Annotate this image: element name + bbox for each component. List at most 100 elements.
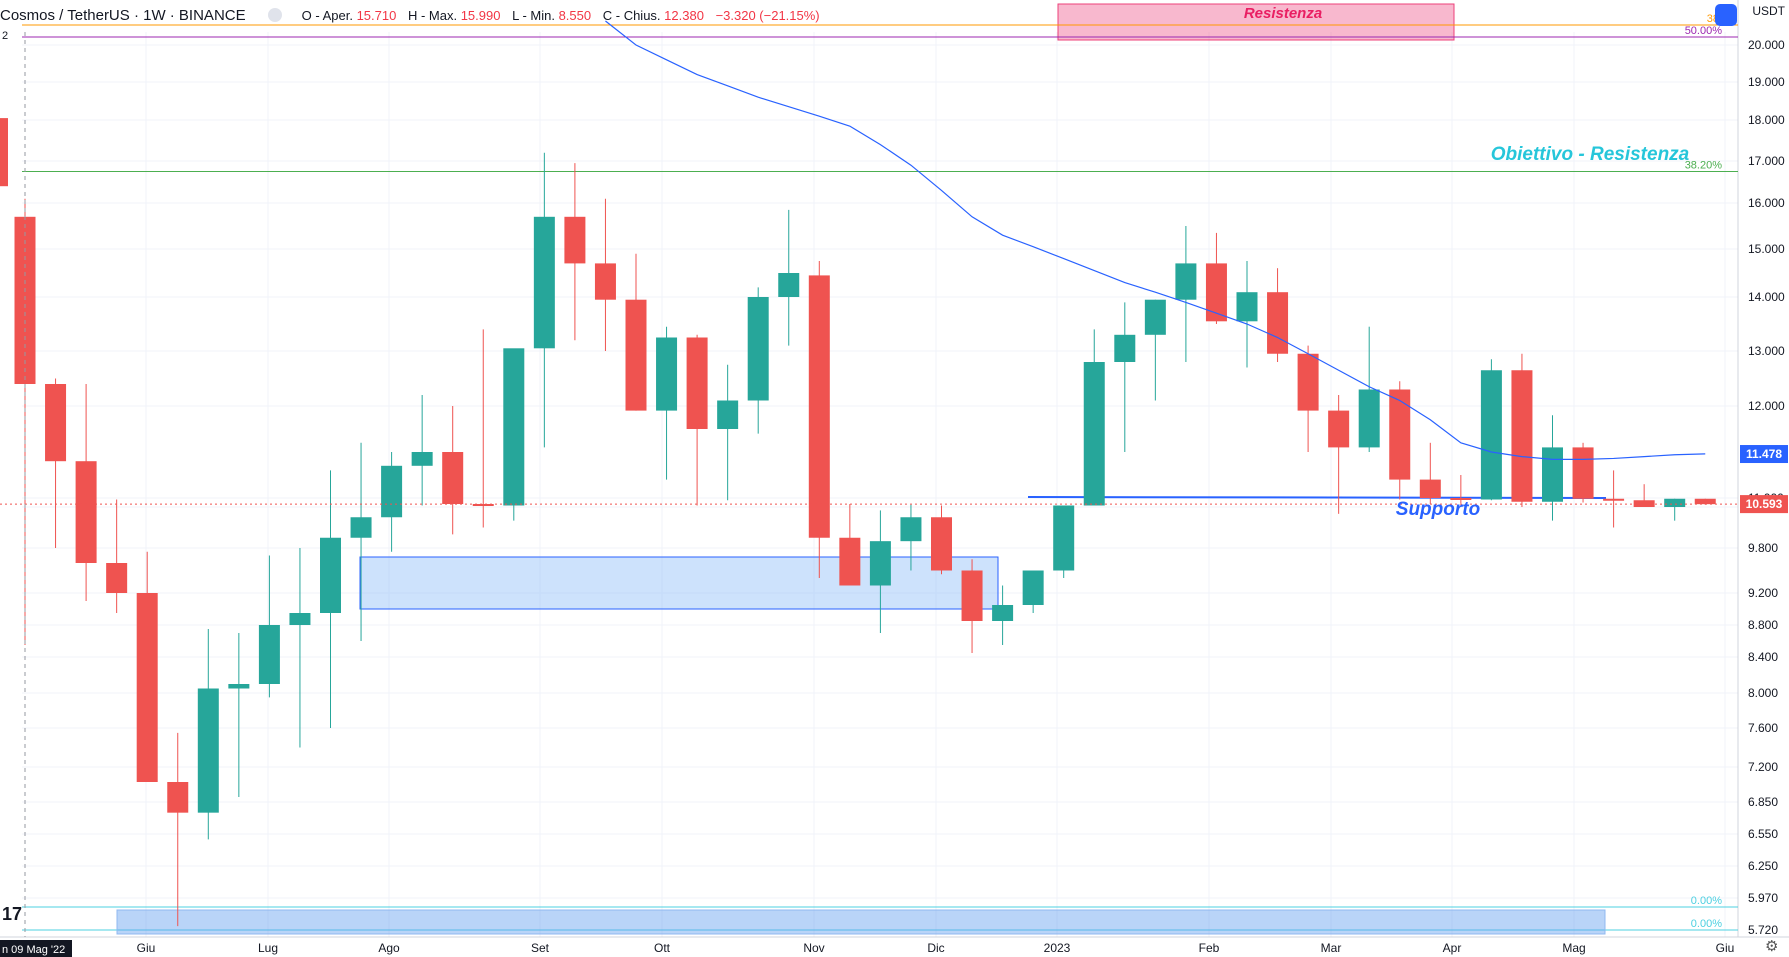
ohlc-readout: O - Aper. 15.710 H - Max. 15.990 L - Min… (301, 7, 820, 23)
last-price-tag (1740, 495, 1788, 514)
candle-body[interactable] (1236, 292, 1258, 322)
visibility-icon[interactable] (267, 8, 282, 22)
x-tick-label: Dic (927, 941, 944, 955)
candle-body[interactable] (197, 688, 219, 813)
indicator-toggle[interactable]: 2 (2, 30, 9, 42)
candle-body[interactable] (411, 452, 433, 466)
candle-body[interactable] (1144, 299, 1166, 335)
candle-body[interactable] (106, 563, 128, 593)
candle-body[interactable] (747, 297, 769, 401)
x-tick-label: Lug (258, 941, 278, 955)
candle-body[interactable] (1114, 334, 1136, 362)
candle-body[interactable] (931, 517, 952, 571)
candle-body[interactable] (1633, 500, 1655, 507)
candle-body[interactable] (167, 782, 189, 813)
candle-body[interactable] (686, 337, 708, 430)
candle-body[interactable] (594, 263, 616, 300)
candle-body[interactable] (14, 216, 36, 384)
tradingview-logo: 17 (2, 904, 22, 924)
settings-gear-icon[interactable]: ⚙ (1765, 938, 1779, 955)
y-tick-label: 12.000 (1748, 399, 1785, 413)
resistenza-zone[interactable] (1057, 3, 1455, 41)
symbol-title[interactable]: Cosmos / TetherUS · 1W · BINANCE (0, 6, 246, 24)
candle-body[interactable] (1603, 498, 1625, 501)
x-tick-label: Mag (1562, 941, 1585, 955)
candle-body[interactable] (1664, 498, 1686, 507)
candle-body[interactable] (136, 593, 158, 782)
y-tick-label: 13.000 (1748, 344, 1785, 358)
candle-body[interactable] (1267, 292, 1289, 354)
candle-body[interactable] (472, 504, 494, 506)
candle-body[interactable] (289, 613, 311, 625)
y-tick-label: 7.600 (1748, 721, 1778, 735)
y-tick-label: 17.000 (1748, 154, 1785, 168)
supporto-line[interactable] (1027, 496, 1607, 499)
x-tick-label: Apr (1443, 941, 1462, 955)
y-tick-label: 18.000 (1748, 113, 1785, 127)
candle-body[interactable] (1358, 389, 1380, 448)
candle-body[interactable] (75, 461, 97, 563)
candle-body[interactable] (1542, 447, 1563, 502)
y-tick-label: 6.250 (1748, 859, 1778, 873)
x-tick-label: Nov (803, 941, 824, 955)
candle-body[interactable] (381, 465, 403, 518)
candle-body[interactable] (1694, 498, 1716, 505)
bottom-zone[interactable] (116, 909, 1606, 935)
candle-body[interactable] (1053, 505, 1075, 571)
level-label-fib-00: 0.00% (1691, 918, 1722, 930)
y-tick-label: 16.000 (1748, 196, 1785, 210)
candle-body[interactable] (1297, 353, 1319, 411)
candle-body[interactable] (869, 541, 891, 586)
x-tick-label: Ago (378, 941, 400, 955)
candle-body[interactable] (1572, 447, 1594, 499)
candle-body[interactable] (320, 537, 341, 613)
candle-body[interactable] (1450, 498, 1472, 500)
y-tick-label: 5.970 (1748, 891, 1778, 905)
candle-body[interactable] (1419, 479, 1441, 498)
candle-body[interactable] (533, 216, 555, 349)
candle-body[interactable] (1022, 570, 1044, 606)
currency-label[interactable]: USDT (1752, 4, 1785, 18)
candle-body[interactable] (1205, 263, 1227, 322)
candle-body[interactable] (656, 337, 678, 411)
level-label-fib-0: 0.00% (1691, 895, 1722, 907)
candle-body[interactable] (1175, 263, 1197, 300)
candle-body[interactable] (1083, 362, 1105, 506)
candle-body[interactable] (778, 273, 800, 297)
y-tick-label: 7.200 (1748, 760, 1778, 774)
candle-body[interactable] (1389, 389, 1411, 480)
candle-body[interactable] (961, 570, 983, 622)
moving-average-line[interactable] (605, 20, 1706, 460)
candle-body[interactable] (1328, 410, 1350, 448)
candle-body[interactable] (625, 299, 647, 411)
obiettivo-text: Obiettivo - Resistenza (1491, 144, 1690, 165)
candle-body[interactable] (717, 400, 739, 430)
x-tick-label: Giu (137, 941, 156, 955)
last-price-label: 10.593 (1746, 497, 1783, 511)
candle-body[interactable] (992, 605, 1014, 621)
candle-body-partial (0, 118, 8, 187)
y-tick-label: 20.000 (1748, 38, 1785, 52)
support-zone[interactable] (359, 556, 999, 610)
candle-body[interactable] (564, 216, 586, 264)
date-tag-bg (0, 940, 72, 957)
y-tick-label: 19.000 (1748, 75, 1785, 89)
compare-button[interactable] (1715, 4, 1737, 26)
candle-body[interactable] (808, 275, 830, 538)
candle-body[interactable] (45, 384, 67, 462)
candle-body[interactable] (258, 625, 280, 684)
y-tick-label: 8.800 (1748, 618, 1778, 632)
candle-body[interactable] (350, 517, 372, 538)
candle-body[interactable] (503, 348, 525, 506)
candle-body[interactable] (839, 537, 861, 586)
candle-body[interactable] (442, 452, 464, 504)
y-tick-label: 5.720 (1748, 923, 1778, 937)
y-tick-label: 14.000 (1748, 290, 1785, 304)
candle-body[interactable] (228, 684, 250, 689)
x-tick-label: Set (531, 941, 550, 955)
candle-body[interactable] (1480, 370, 1502, 500)
level-label-fib-50: 50.00% (1685, 25, 1723, 37)
candle-body[interactable] (1511, 370, 1533, 502)
candle-body[interactable] (900, 517, 922, 542)
